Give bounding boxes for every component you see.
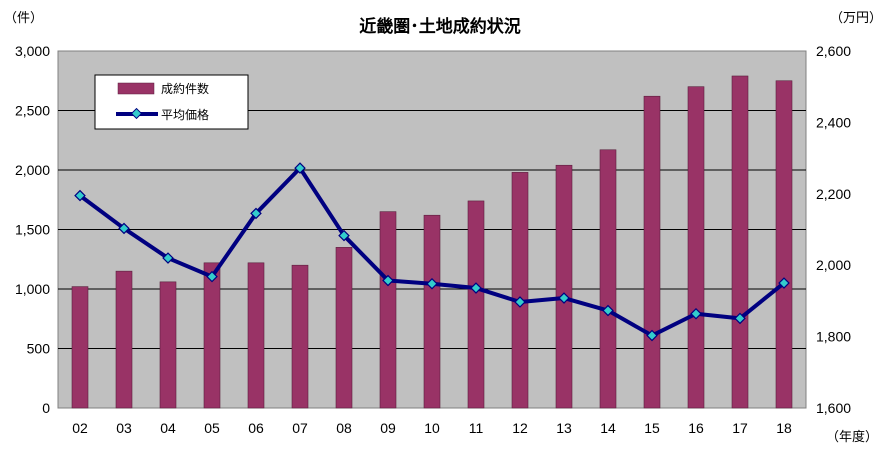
x-tick-label: 14 — [600, 420, 616, 436]
x-tick-label: 02 — [72, 420, 88, 436]
bar — [643, 95, 661, 409]
x-tick-label: 09 — [380, 420, 396, 436]
bar — [511, 172, 529, 409]
chart-title: 近畿圏･土地成約状況 — [359, 16, 521, 37]
right-tick-label: 1,800 — [816, 329, 851, 345]
right-tick-label: 2,400 — [816, 114, 851, 130]
line-point — [558, 292, 570, 304]
line-point — [734, 312, 746, 325]
line-point — [514, 296, 526, 308]
right-tick-label: 1,600 — [816, 400, 851, 416]
line-point — [382, 274, 394, 287]
bar — [291, 264, 309, 409]
line-point — [118, 222, 130, 235]
x-tick-label: 03 — [116, 420, 132, 436]
right-axis: 1,600 1,800 2,000 2,200 2,400 2,600 — [816, 43, 851, 416]
legend-line-label: 平均価格 — [161, 107, 209, 122]
bar-series — [71, 75, 793, 409]
x-tick-label: 08 — [336, 420, 352, 436]
x-tick-label: 15 — [644, 420, 660, 436]
x-tick-label: 05 — [204, 420, 220, 436]
legend-bar-label: 成約件数 — [161, 81, 209, 96]
bar — [71, 286, 89, 409]
left-axis-unit: （件） — [4, 11, 43, 26]
x-tick-label: 16 — [688, 420, 704, 436]
bar — [115, 270, 133, 409]
legend-bar-swatch — [117, 82, 155, 95]
line-point — [338, 229, 350, 242]
x-tick-label: 17 — [732, 420, 748, 436]
line-point — [294, 162, 306, 174]
x-tick-label: 12 — [512, 420, 528, 436]
bar — [379, 211, 397, 409]
bar — [159, 281, 177, 409]
bar — [423, 214, 441, 409]
bar — [203, 262, 221, 409]
line-point — [206, 270, 218, 283]
right-tick-label: 2,200 — [816, 186, 851, 202]
left-tick-label: 3,000 — [15, 43, 50, 59]
bar — [775, 80, 793, 409]
right-tick-label: 2,600 — [816, 43, 851, 59]
line-point — [690, 307, 702, 320]
bar — [687, 86, 705, 409]
left-tick-label: 500 — [27, 341, 51, 357]
bar — [731, 75, 749, 409]
x-tick-label: 04 — [160, 420, 176, 436]
x-tick-label: 07 — [292, 420, 308, 436]
bar — [335, 247, 353, 409]
legend-line-marker — [130, 107, 143, 120]
left-tick-label: 1,500 — [15, 222, 50, 238]
x-tick-label: 18 — [776, 420, 792, 436]
x-axis: 02 03 04 05 06 07 08 09 10 11 12 13 14 15 16 17 18 — [72, 420, 792, 436]
x-tick-label: 10 — [424, 420, 440, 436]
bar — [467, 200, 485, 409]
left-tick-label: 2,000 — [15, 162, 50, 178]
line-series — [74, 162, 790, 342]
x-tick-label: 13 — [556, 420, 572, 436]
line-point — [250, 207, 262, 220]
line-point — [162, 252, 174, 264]
left-axis: 0 500 1,000 1,500 2,000 2,500 3,000 — [15, 43, 50, 416]
left-tick-label: 2,500 — [15, 103, 50, 119]
bar — [555, 164, 573, 409]
left-tick-label: 1,000 — [15, 281, 50, 297]
bar — [599, 149, 617, 409]
line-point — [602, 304, 614, 317]
x-tick-label: 06 — [248, 420, 264, 436]
line-point — [778, 277, 790, 289]
right-tick-label: 2,000 — [816, 257, 851, 273]
line-point — [646, 329, 658, 342]
legend: 成約件数 平均価格 — [94, 74, 249, 130]
bar — [247, 262, 265, 409]
x-tick-label: 11 — [469, 420, 484, 436]
left-tick-label: 0 — [42, 400, 50, 416]
right-axis-unit: （万円） — [830, 11, 880, 26]
line-point — [426, 277, 438, 290]
line-point — [470, 282, 482, 294]
line-point — [74, 189, 86, 202]
x-axis-unit: （年度） — [826, 429, 878, 445]
